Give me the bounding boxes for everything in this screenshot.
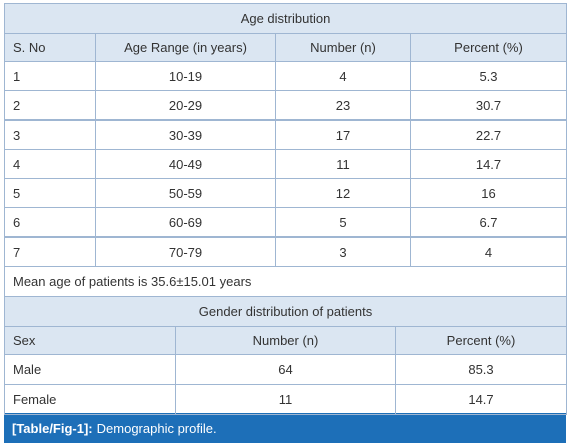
caption-text: Demographic profile. bbox=[96, 420, 217, 436]
table-cell: 5 bbox=[275, 207, 411, 237]
table-cell: 10-19 bbox=[95, 61, 276, 91]
table-cell: 23 bbox=[275, 90, 411, 120]
table-cell: 50-59 bbox=[95, 178, 276, 208]
table-cell: Male bbox=[4, 354, 176, 385]
table-note: Mean age of patients is 35.6±15.01 years bbox=[4, 266, 567, 297]
table-cell: 14.7 bbox=[395, 384, 567, 415]
table-cell: 22.7 bbox=[410, 120, 567, 150]
caption-label: [Table/Fig-1]: bbox=[12, 420, 93, 436]
table-cell: 7 bbox=[4, 237, 96, 267]
column-header: S. No bbox=[4, 33, 96, 62]
table-cell: 11 bbox=[175, 384, 396, 415]
column-header: Number (n) bbox=[175, 326, 396, 355]
table-cell: 60-69 bbox=[95, 207, 276, 237]
table-cell: 3 bbox=[275, 237, 411, 267]
table-cell: 64 bbox=[175, 354, 396, 385]
table-cell: 16 bbox=[410, 178, 567, 208]
table-cell: 4 bbox=[410, 237, 567, 267]
column-header: Percent (%) bbox=[410, 33, 567, 62]
table-cell: 20-29 bbox=[95, 90, 276, 120]
table-cell: 30-39 bbox=[95, 120, 276, 150]
column-header: Percent (%) bbox=[395, 326, 567, 355]
column-header: Sex bbox=[4, 326, 176, 355]
table-cell: 17 bbox=[275, 120, 411, 150]
table-title: Age distribution bbox=[4, 3, 567, 34]
table-cell: 6 bbox=[4, 207, 96, 237]
table-cell: 12 bbox=[275, 178, 411, 208]
table-cell: 2 bbox=[4, 90, 96, 120]
table-cell: 1 bbox=[4, 61, 96, 91]
table-cell: 4 bbox=[275, 61, 411, 91]
table-cell: 6.7 bbox=[410, 207, 567, 237]
table-cell: 5.3 bbox=[410, 61, 567, 91]
table-cell: 5 bbox=[4, 178, 96, 208]
table-cell: 85.3 bbox=[395, 354, 567, 385]
table-cell: 11 bbox=[275, 149, 411, 179]
table-title: Gender distribution of patients bbox=[4, 296, 567, 327]
caption: [Table/Fig-1]: Demographic profile. bbox=[4, 413, 566, 443]
column-header: Age Range (in years) bbox=[95, 33, 276, 62]
table-cell: 70-79 bbox=[95, 237, 276, 267]
table-cell: 3 bbox=[4, 120, 96, 150]
table-cell: 30.7 bbox=[410, 90, 567, 120]
table-cell: 4 bbox=[4, 149, 96, 179]
table-cell: 40-49 bbox=[95, 149, 276, 179]
table-cell: Female bbox=[4, 384, 176, 415]
column-header: Number (n) bbox=[275, 33, 411, 62]
table-cell: 14.7 bbox=[410, 149, 567, 179]
